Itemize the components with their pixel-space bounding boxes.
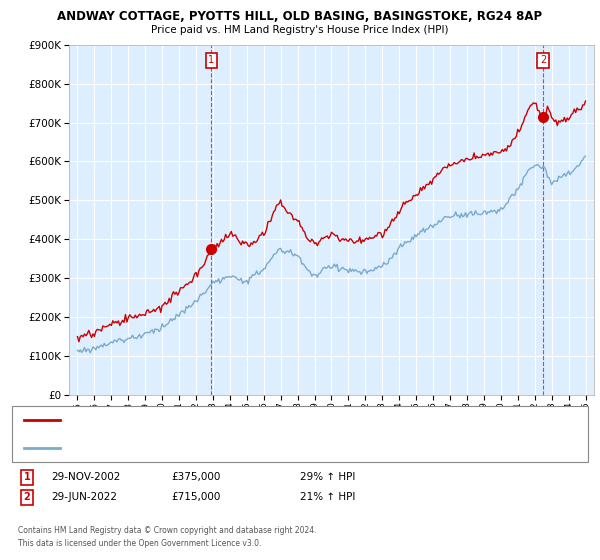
Text: 21% ↑ HPI: 21% ↑ HPI [300, 492, 355, 502]
Text: This data is licensed under the Open Government Licence v3.0.: This data is licensed under the Open Gov… [18, 539, 262, 548]
Text: 29-NOV-2002: 29-NOV-2002 [51, 472, 121, 482]
Text: Price paid vs. HM Land Registry's House Price Index (HPI): Price paid vs. HM Land Registry's House … [151, 25, 449, 35]
Text: ANDWAY COTTAGE, PYOTTS HILL, OLD BASING, BASINGSTOKE, RG24 8AP: ANDWAY COTTAGE, PYOTTS HILL, OLD BASING,… [58, 10, 542, 23]
Text: 1: 1 [23, 472, 31, 482]
Text: 29% ↑ HPI: 29% ↑ HPI [300, 472, 355, 482]
Text: HPI: Average price, detached house, Basingstoke and Deane: HPI: Average price, detached house, Basi… [66, 444, 340, 452]
Text: 29-JUN-2022: 29-JUN-2022 [51, 492, 117, 502]
Text: 2: 2 [540, 55, 546, 66]
Text: £715,000: £715,000 [171, 492, 220, 502]
Text: £375,000: £375,000 [171, 472, 220, 482]
Text: 2: 2 [23, 492, 31, 502]
Text: ANDWAY COTTAGE, PYOTTS HILL, OLD BASING, BASINGSTOKE, RG24 8AP (detached hou: ANDWAY COTTAGE, PYOTTS HILL, OLD BASING,… [66, 416, 461, 424]
Text: 1: 1 [208, 55, 214, 66]
Text: Contains HM Land Registry data © Crown copyright and database right 2024.: Contains HM Land Registry data © Crown c… [18, 526, 317, 535]
